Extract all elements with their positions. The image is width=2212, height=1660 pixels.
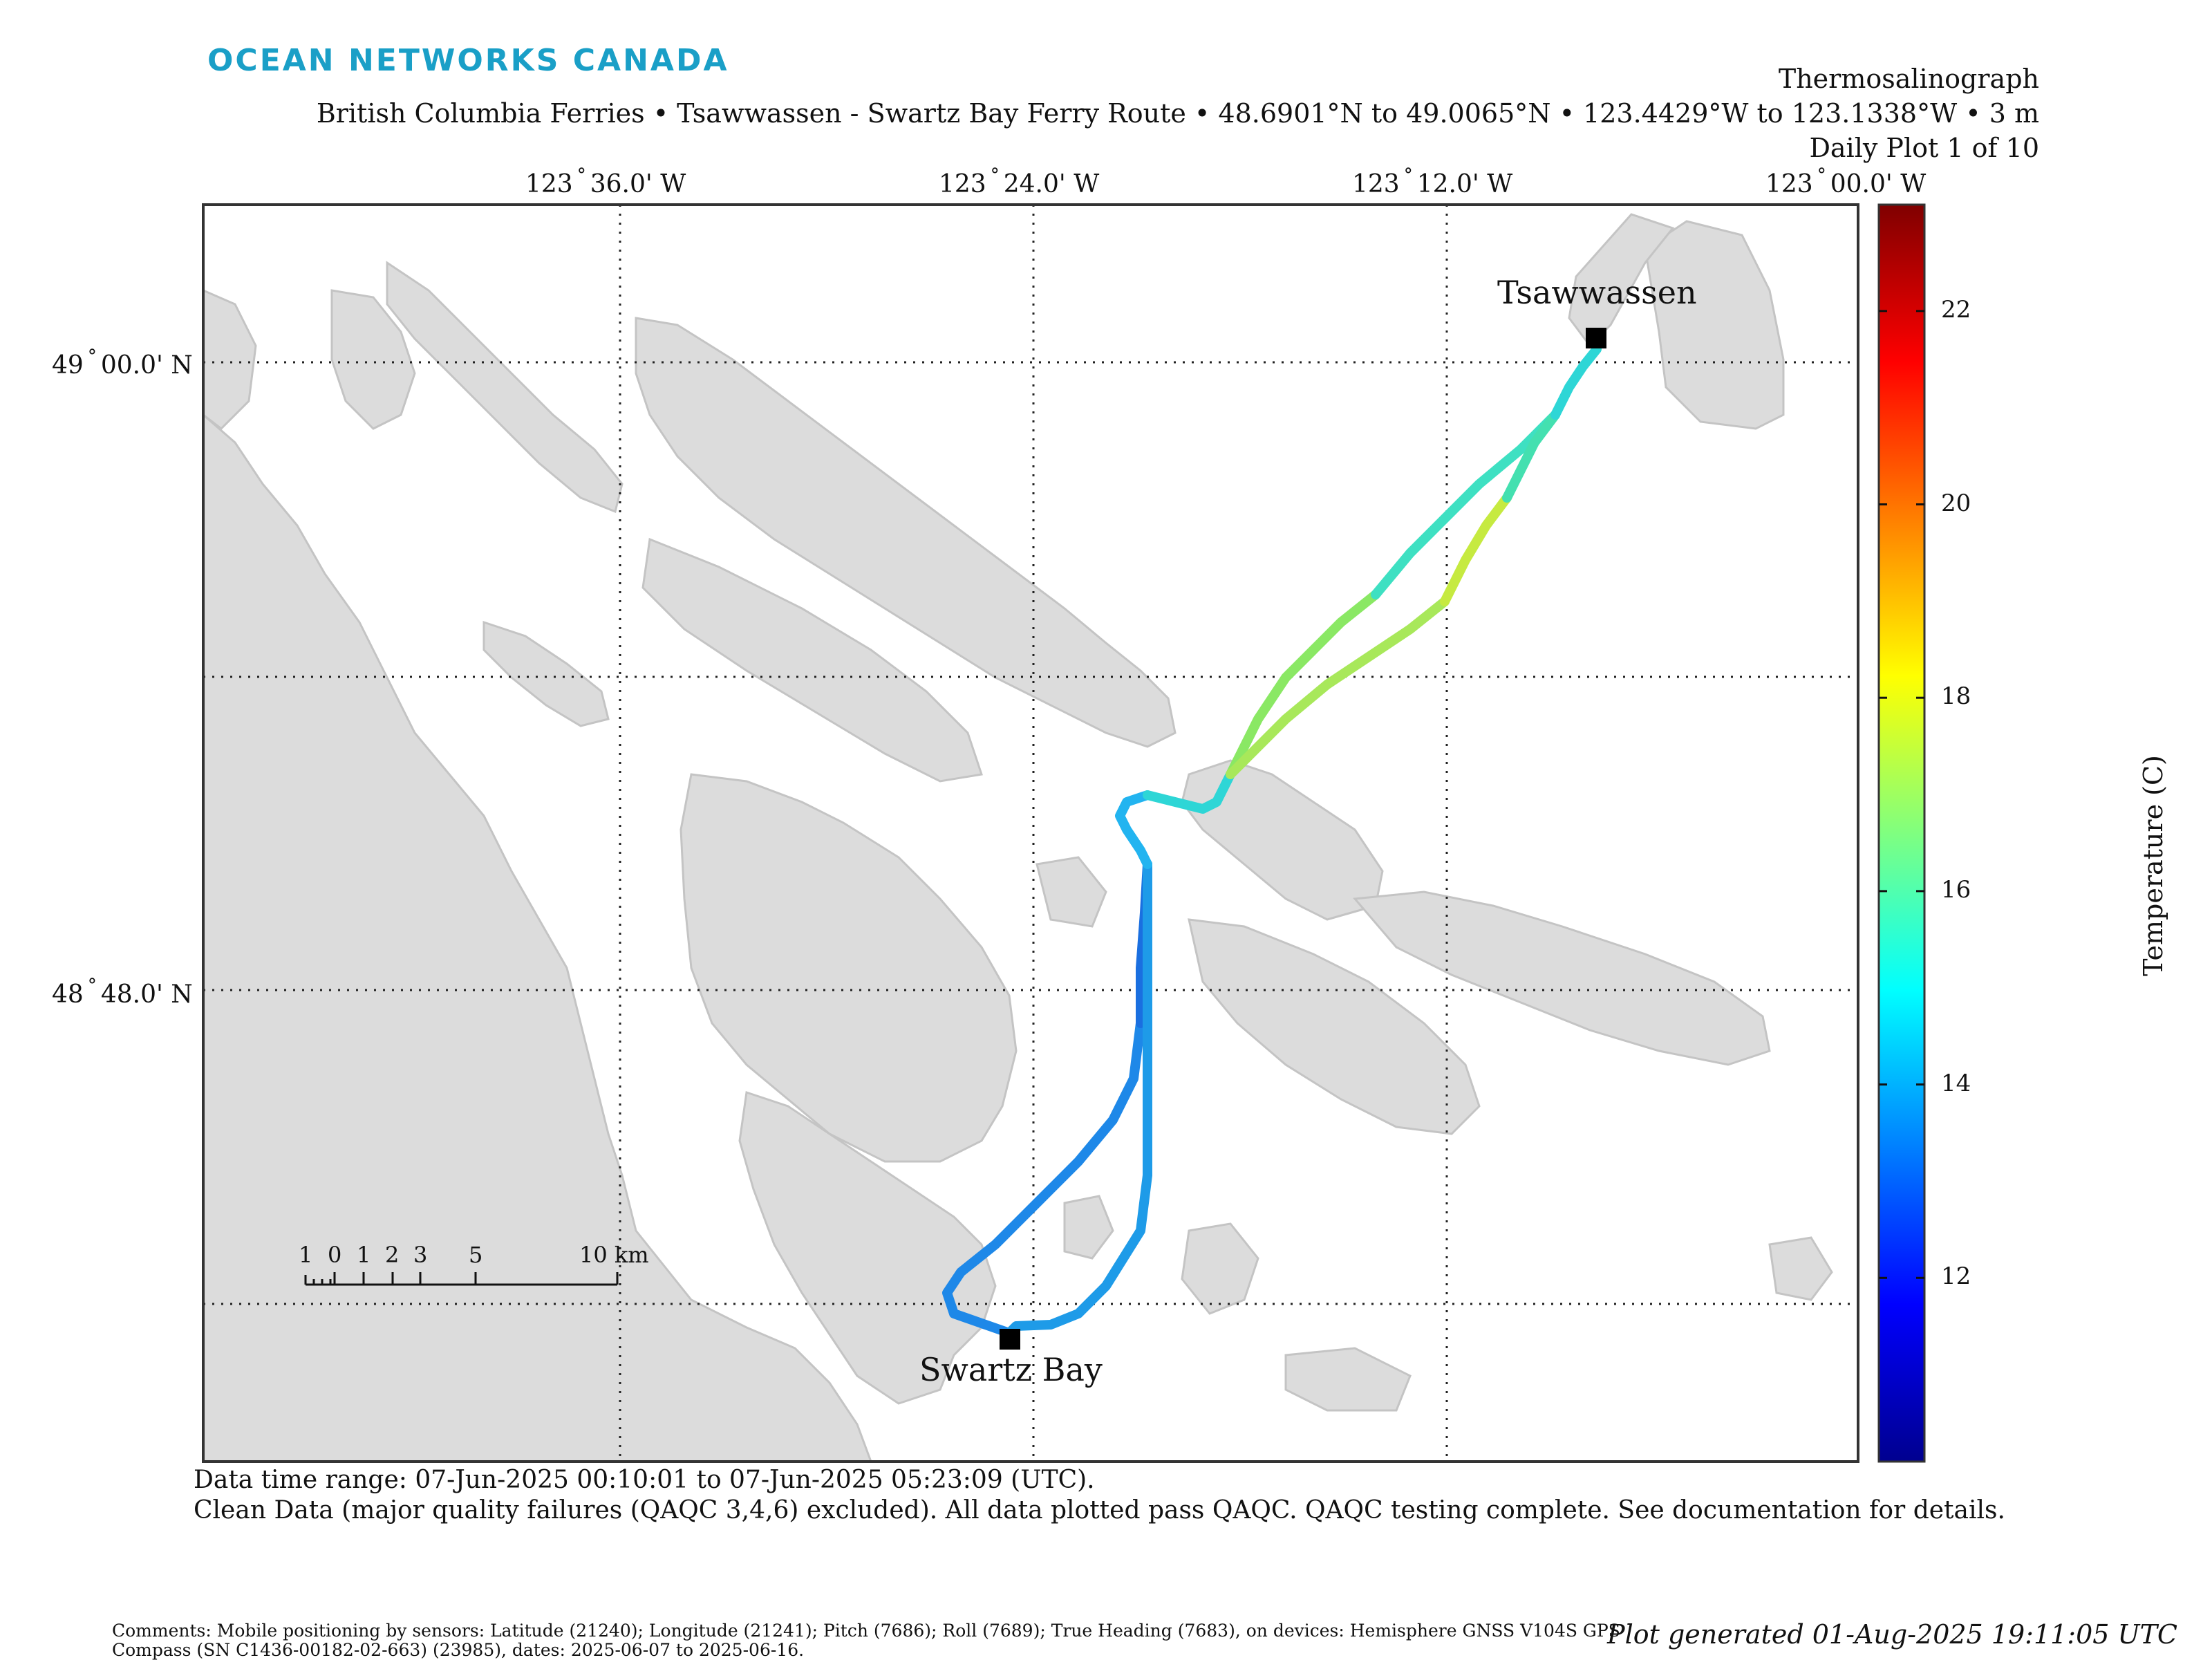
route-map bbox=[202, 203, 1859, 1463]
land-tsawwassen-spit bbox=[1568, 213, 1675, 348]
lat-label-1: 49 ° 00.0' N bbox=[52, 346, 193, 380]
scale-label-0: 0 bbox=[328, 1242, 342, 1268]
track-segment-strait-north bbox=[1371, 410, 1560, 599]
lat-label-2: 48 ° 48.0' N bbox=[52, 976, 193, 1009]
land-small-island-4 bbox=[1284, 1347, 1412, 1412]
lon-label-3: 123 ° 12.0' W bbox=[1352, 165, 1513, 198]
track-segment-active-pass-east bbox=[1143, 770, 1235, 814]
scale-label-2: 2 bbox=[385, 1242, 400, 1268]
track-segment-channel-south bbox=[1004, 859, 1152, 1338]
lon-label-2: 123 ° 24.0' W bbox=[939, 165, 1100, 198]
plot-daily-index: Daily Plot 1 of 10 bbox=[1809, 133, 2039, 163]
land-pender bbox=[1188, 918, 1481, 1135]
colorbar-ticks bbox=[1879, 310, 1924, 1279]
map-frame bbox=[202, 203, 1859, 1463]
plot-subtitle: British Columbia Ferries • Tsawwassen - … bbox=[316, 98, 2039, 129]
land-saturna bbox=[1352, 890, 1771, 1066]
label-tsawwassen: Tsawwassen bbox=[1497, 274, 1697, 311]
land-small-island-2 bbox=[1035, 856, 1107, 928]
scale-bar bbox=[304, 1272, 619, 1286]
temperature-colorbar bbox=[1877, 203, 1926, 1463]
land-saanich-peninsula bbox=[738, 1091, 997, 1405]
colorbar-tick-label: 12 bbox=[1941, 1262, 1971, 1291]
land-moresby bbox=[1181, 1222, 1259, 1315]
land-gabriola bbox=[641, 537, 983, 783]
track-segment-gulf-south bbox=[1226, 597, 1450, 779]
colorbar-gradient bbox=[1877, 203, 1926, 1463]
colorbar-tick-label: 16 bbox=[1941, 875, 1971, 904]
tsawwassen-terminal-marker bbox=[1586, 328, 1606, 348]
land-west-strip bbox=[482, 620, 610, 727]
qaqc-note: Clean Data (major quality failures (QAQC… bbox=[194, 1496, 2005, 1524]
colorbar-tick-label: 22 bbox=[1941, 295, 1971, 324]
land-nw-corner bbox=[203, 289, 257, 430]
plot-generated-stamp: Plot generated 01-Aug-2025 19:11:05 UTC bbox=[1607, 1619, 2177, 1650]
land-vancouver-island bbox=[203, 413, 872, 1462]
lon-label-1: 123 ° 36.0' W bbox=[525, 165, 686, 198]
land-small-island-1 bbox=[1063, 1195, 1114, 1260]
plot-title: Thermosalinograph bbox=[1778, 64, 2039, 94]
scale-label-5: 5 bbox=[469, 1242, 483, 1268]
comments-line-1: Comments: Mobile positioning by sensors:… bbox=[112, 1621, 1620, 1641]
land-small-island-3 bbox=[1768, 1236, 1833, 1301]
landmass-layer bbox=[203, 213, 1833, 1462]
track-segment-tsawwassen-approach bbox=[1550, 344, 1602, 420]
swartz-bay-terminal-marker bbox=[1000, 1329, 1020, 1350]
colorbar-tick-label: 20 bbox=[1941, 489, 1971, 517]
land-galiano bbox=[635, 317, 1177, 748]
comments-line-2: Compass (SN C1436-00182-02-663) (23985),… bbox=[112, 1640, 805, 1660]
colorbar-tick-label: 18 bbox=[1941, 682, 1971, 711]
track-segment-swartz-west bbox=[942, 1018, 1145, 1338]
track-segment-gulf-north bbox=[1226, 590, 1380, 779]
ship-track bbox=[942, 344, 1602, 1338]
colorbar-tick-label: 14 bbox=[1941, 1069, 1971, 1097]
scale-label-3: 3 bbox=[413, 1242, 428, 1268]
scale-label-1b: 1 bbox=[357, 1242, 371, 1268]
brand-logo: OCEAN NETWORKS CANADA bbox=[207, 43, 729, 78]
scale-label-1a: 1 bbox=[299, 1242, 313, 1268]
data-time-range: Data time range: 07-Jun-2025 00:10:01 to… bbox=[194, 1466, 1095, 1494]
lon-label-4: 123 ° 00.0' W bbox=[1765, 165, 1927, 198]
colorbar-title: Temperature (C) bbox=[2138, 755, 2168, 976]
graticule bbox=[203, 205, 1858, 1462]
track-segment-strait-south bbox=[1440, 493, 1512, 606]
label-swartz-bay: Swartz Bay bbox=[919, 1351, 1103, 1388]
land-salt-spring bbox=[679, 773, 1018, 1163]
land-thetis bbox=[330, 289, 416, 430]
track-segment-active-pass bbox=[1115, 790, 1152, 869]
land-point-roberts bbox=[1644, 220, 1785, 430]
land-valdes bbox=[386, 261, 624, 514]
scale-label-10km: 10 km bbox=[579, 1242, 649, 1268]
track-segment-strait-east bbox=[1502, 410, 1560, 503]
